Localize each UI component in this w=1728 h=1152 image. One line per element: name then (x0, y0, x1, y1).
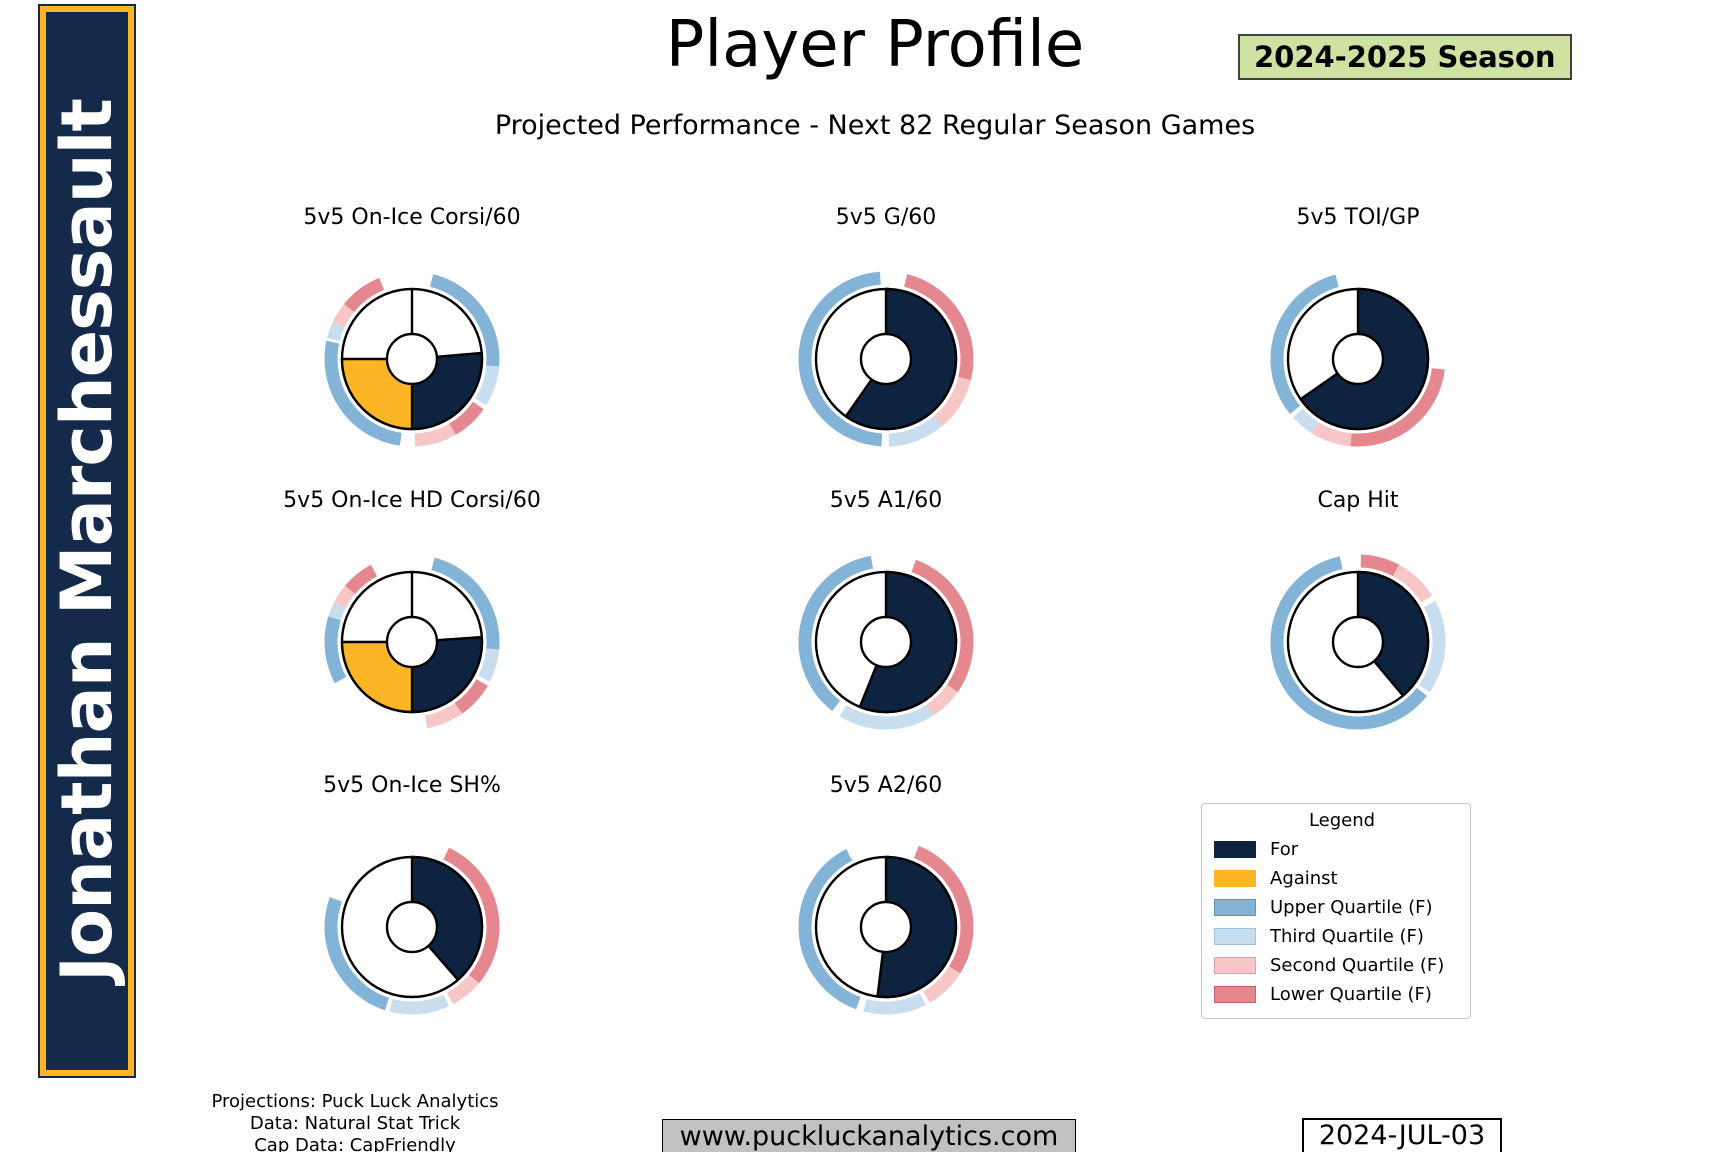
legend-item-upper-quartile: Upper Quartile (F) (1214, 893, 1470, 922)
player-name-banner: Jonathan Marchessault (40, 6, 134, 1076)
chart-title: 5v5 TOI/GP (1296, 205, 1420, 230)
date-box: 2024-JUL-03 (1302, 1118, 1502, 1152)
legend-swatch-second-quartile (1214, 957, 1256, 974)
chart-5v5-on-ice-hd-corsi-60: 5v5 On-Ice HD Corsi/60 (283, 488, 541, 762)
chart-title: 5v5 On-Ice HD Corsi/60 (283, 488, 541, 513)
legend-label: For (1270, 839, 1299, 860)
legend-item-second-quartile: Second Quartile (F) (1214, 951, 1470, 980)
donut-chart (798, 845, 974, 1015)
chart-title: 5v5 On-Ice Corsi/60 (303, 205, 521, 230)
donut-chart (798, 555, 974, 730)
donut-chart (324, 847, 500, 1015)
chart-title: 5v5 A1/60 (829, 488, 943, 513)
legend-swatch-for (1214, 841, 1256, 858)
chart-title: 5v5 A2/60 (829, 773, 943, 798)
chart-5v5-g-60: 5v5 G/60 (766, 205, 1006, 479)
credit-cap-data: Cap Data: CapFriendly (254, 1135, 456, 1152)
chart-5v5-toi-gp: 5v5 TOI/GP (1238, 205, 1478, 479)
legend-title: Legend (1308, 810, 1376, 831)
legend-item-against: Against (1214, 864, 1470, 893)
donut-chart (1270, 274, 1445, 447)
player-name: Jonathan Marchessault (46, 99, 128, 983)
donut-chart (1270, 554, 1446, 730)
legend-swatch-third-quartile (1214, 928, 1256, 945)
donut-chart (324, 557, 500, 729)
legend: Legend For Against Upper Quartile (F) Th… (1201, 803, 1471, 1019)
legend-swatch-upper-quartile (1214, 899, 1256, 916)
legend-swatch-lower-quartile (1214, 986, 1256, 1003)
chart-title: Cap Hit (1317, 488, 1399, 513)
legend-item-for: For (1214, 835, 1470, 864)
legend-swatch-against (1214, 870, 1256, 887)
donut-chart (324, 274, 500, 447)
legend-item-third-quartile: Third Quartile (F) (1214, 922, 1470, 951)
legend-item-lower-quartile: Lower Quartile (F) (1214, 980, 1470, 1009)
donut-chart (798, 271, 974, 447)
chart-5v5-a2-60: 5v5 A2/60 (766, 773, 1006, 1047)
legend-label: Upper Quartile (F) (1270, 897, 1433, 918)
chart-title: 5v5 On-Ice SH% (323, 773, 501, 798)
chart-5v5-a1-60: 5v5 A1/60 (766, 488, 1006, 762)
chart-cap-hit: Cap Hit (1238, 488, 1478, 762)
chart-5v5-on-ice-corsi-60: 5v5 On-Ice Corsi/60 (292, 205, 532, 479)
credit-projections: Projections: Puck Luck Analytics (211, 1091, 499, 1112)
data-credits: Projections: Puck Luck Analytics Data: N… (170, 1091, 540, 1152)
season-badge: 2024-2025 Season (1238, 34, 1572, 80)
legend-label: Against (1270, 868, 1338, 889)
chart-title: 5v5 G/60 (835, 205, 937, 230)
legend-label: Third Quartile (F) (1270, 926, 1424, 947)
legend-label: Second Quartile (F) (1270, 955, 1445, 976)
credit-data: Data: Natural Stat Trick (249, 1113, 461, 1134)
chart-5v5-on-ice-sh-pct: 5v5 On-Ice SH% (292, 773, 532, 1047)
legend-label: Lower Quartile (F) (1270, 984, 1432, 1005)
page-subtitle: Projected Performance - Next 82 Regular … (494, 110, 1256, 141)
page-title: Player Profile (665, 8, 1085, 82)
website-box: www.puckluckanalytics.com (662, 1119, 1076, 1152)
